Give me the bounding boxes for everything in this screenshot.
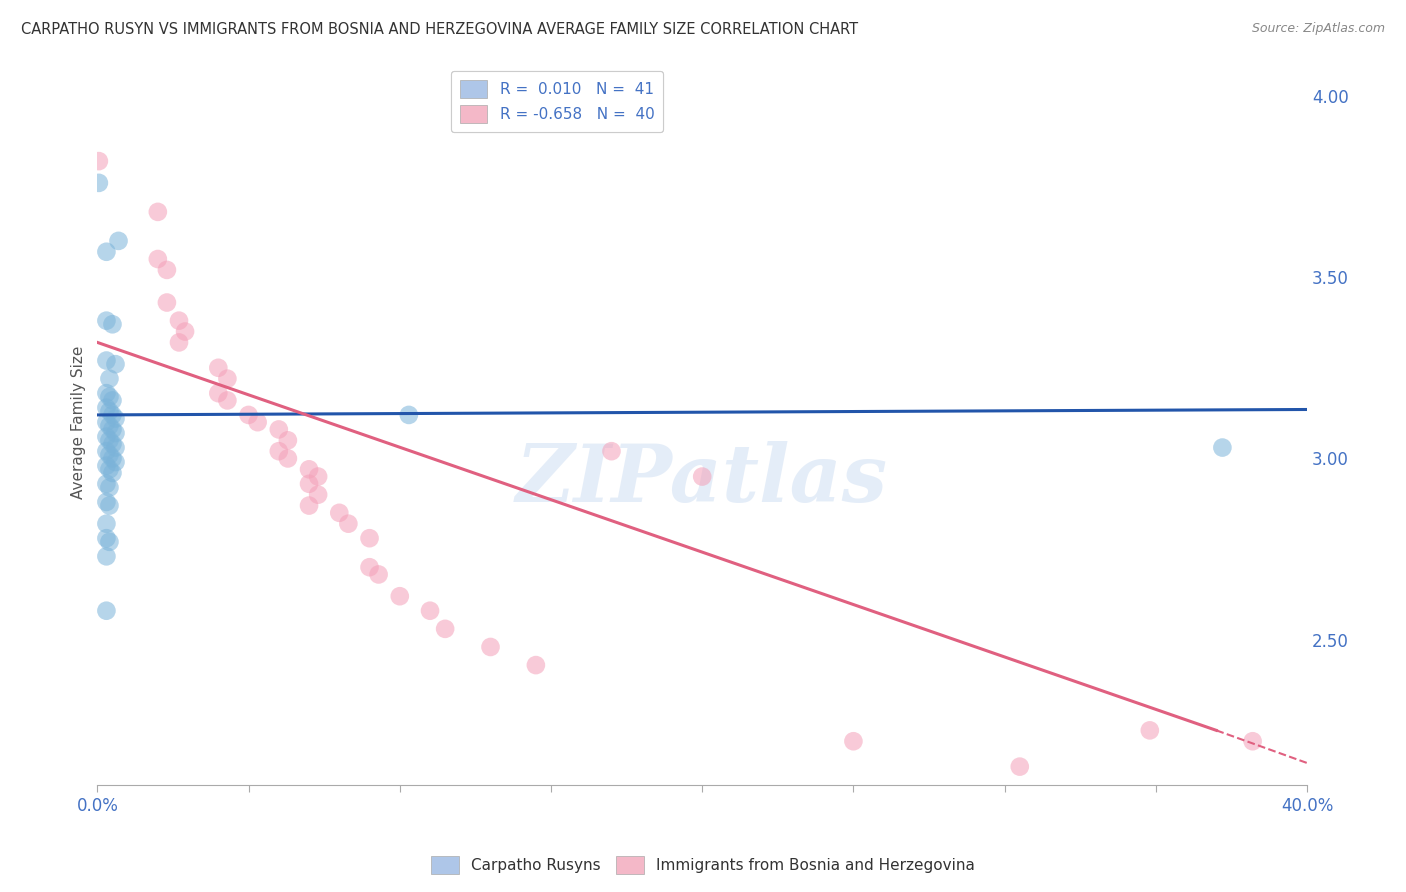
Legend: R =  0.010   N =  41, R = -0.658   N =  40: R = 0.010 N = 41, R = -0.658 N = 40	[451, 70, 664, 132]
Point	[337, 516, 360, 531]
Point	[267, 444, 290, 458]
Point	[398, 408, 420, 422]
Point	[98, 434, 121, 448]
Point	[156, 295, 179, 310]
Point	[101, 408, 124, 422]
Text: Source: ZipAtlas.com: Source: ZipAtlas.com	[1251, 22, 1385, 36]
Point	[167, 313, 190, 327]
Point	[307, 488, 329, 502]
Point	[842, 734, 865, 748]
Point	[298, 462, 321, 476]
Point	[246, 415, 269, 429]
Point	[98, 418, 121, 433]
Point	[1008, 759, 1031, 773]
Point	[419, 604, 441, 618]
Point	[1241, 734, 1264, 748]
Point	[96, 516, 118, 531]
Point	[217, 372, 239, 386]
Point	[277, 451, 299, 466]
Point	[96, 415, 118, 429]
Point	[104, 455, 127, 469]
Point	[434, 622, 457, 636]
Point	[238, 408, 260, 422]
Point	[107, 234, 129, 248]
Point	[96, 401, 118, 415]
Point	[600, 444, 623, 458]
Point	[96, 244, 118, 259]
Point	[98, 404, 121, 418]
Point	[101, 466, 124, 480]
Point	[267, 422, 290, 436]
Point	[96, 531, 118, 545]
Point	[328, 506, 350, 520]
Point	[98, 462, 121, 476]
Point	[96, 495, 118, 509]
Legend: Carpatho Rusyns, Immigrants from Bosnia and Herzegovina: Carpatho Rusyns, Immigrants from Bosnia …	[425, 850, 981, 880]
Point	[1139, 723, 1161, 738]
Point	[101, 393, 124, 408]
Point	[479, 640, 502, 654]
Point	[690, 469, 713, 483]
Point	[98, 534, 121, 549]
Point	[96, 430, 118, 444]
Point	[524, 658, 547, 673]
Point	[298, 499, 321, 513]
Point	[96, 604, 118, 618]
Point	[96, 458, 118, 473]
Point	[167, 335, 190, 350]
Point	[388, 589, 411, 603]
Point	[101, 318, 124, 332]
Point	[207, 360, 229, 375]
Point	[217, 393, 239, 408]
Point	[101, 422, 124, 436]
Point	[359, 531, 381, 545]
Point	[96, 476, 118, 491]
Point	[146, 252, 169, 266]
Point	[101, 437, 124, 451]
Point	[98, 448, 121, 462]
Point	[104, 357, 127, 371]
Point	[307, 469, 329, 483]
Point	[104, 411, 127, 425]
Point	[96, 353, 118, 368]
Point	[96, 549, 118, 564]
Point	[298, 476, 321, 491]
Text: ZIPatlas: ZIPatlas	[516, 442, 889, 519]
Point	[207, 386, 229, 401]
Point	[146, 205, 169, 219]
Point	[87, 154, 110, 169]
Point	[98, 372, 121, 386]
Point	[359, 560, 381, 574]
Y-axis label: Average Family Size: Average Family Size	[72, 345, 86, 499]
Point	[277, 434, 299, 448]
Point	[104, 441, 127, 455]
Point	[1211, 441, 1233, 455]
Point	[96, 444, 118, 458]
Point	[96, 386, 118, 401]
Text: CARPATHO RUSYN VS IMMIGRANTS FROM BOSNIA AND HERZEGOVINA AVERAGE FAMILY SIZE COR: CARPATHO RUSYN VS IMMIGRANTS FROM BOSNIA…	[21, 22, 858, 37]
Point	[96, 313, 118, 327]
Point	[104, 425, 127, 440]
Point	[87, 176, 110, 190]
Point	[367, 567, 389, 582]
Point	[156, 263, 179, 277]
Point	[174, 325, 197, 339]
Point	[98, 499, 121, 513]
Point	[98, 390, 121, 404]
Point	[101, 451, 124, 466]
Point	[98, 480, 121, 494]
